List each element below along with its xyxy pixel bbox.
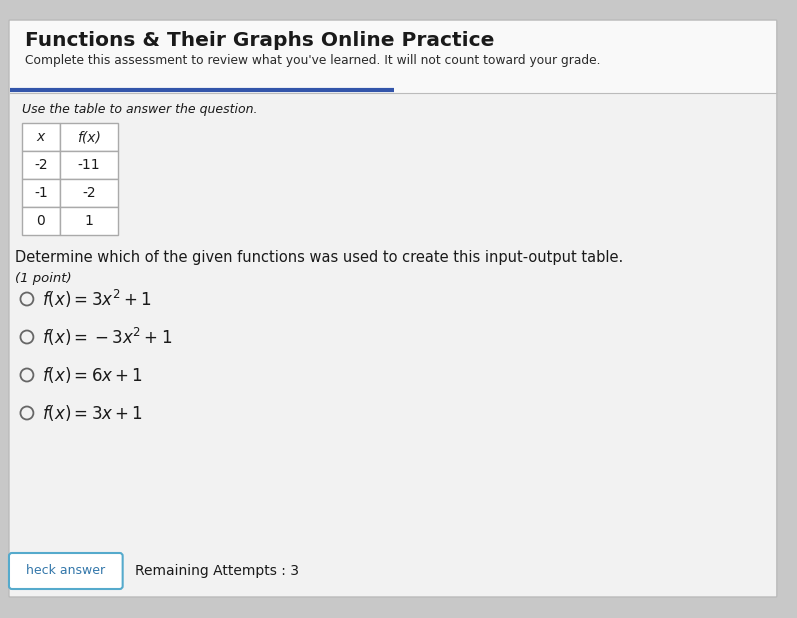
Bar xyxy=(22,207,60,235)
Bar xyxy=(60,151,118,179)
Text: 1: 1 xyxy=(84,214,93,228)
Bar xyxy=(22,179,60,207)
Text: $f(x) = 6x + 1$: $f(x) = 6x + 1$ xyxy=(42,365,143,385)
Text: -11: -11 xyxy=(77,158,100,172)
Text: (1 point): (1 point) xyxy=(15,272,72,285)
Text: 0: 0 xyxy=(37,214,45,228)
Text: $f(x) = 3x + 1$: $f(x) = 3x + 1$ xyxy=(42,403,143,423)
Text: Complete this assessment to review what you've learned. It will not count toward: Complete this assessment to review what … xyxy=(25,54,600,67)
Text: Functions & Their Graphs Online Practice: Functions & Their Graphs Online Practice xyxy=(25,31,494,50)
Text: -2: -2 xyxy=(82,186,96,200)
Text: Use the table to answer the question.: Use the table to answer the question. xyxy=(22,103,257,116)
Bar xyxy=(22,123,60,151)
Bar xyxy=(10,21,775,93)
Text: $f(x) = 3x^2 + 1$: $f(x) = 3x^2 + 1$ xyxy=(42,288,151,310)
Text: $f(x) = -3x^2 + 1$: $f(x) = -3x^2 + 1$ xyxy=(42,326,172,348)
Bar xyxy=(60,207,118,235)
Text: Remaining Attempts : 3: Remaining Attempts : 3 xyxy=(135,564,299,578)
Text: Determine which of the given functions was used to create this input-output tabl: Determine which of the given functions w… xyxy=(15,250,623,265)
Text: -2: -2 xyxy=(34,158,48,172)
Text: -1: -1 xyxy=(34,186,48,200)
Bar xyxy=(60,179,118,207)
Bar xyxy=(22,151,60,179)
Bar xyxy=(60,123,118,151)
Text: f(x): f(x) xyxy=(77,130,100,144)
Text: heck answer: heck answer xyxy=(26,564,105,577)
Text: x: x xyxy=(37,130,45,144)
FancyBboxPatch shape xyxy=(9,553,123,589)
FancyBboxPatch shape xyxy=(9,20,777,597)
